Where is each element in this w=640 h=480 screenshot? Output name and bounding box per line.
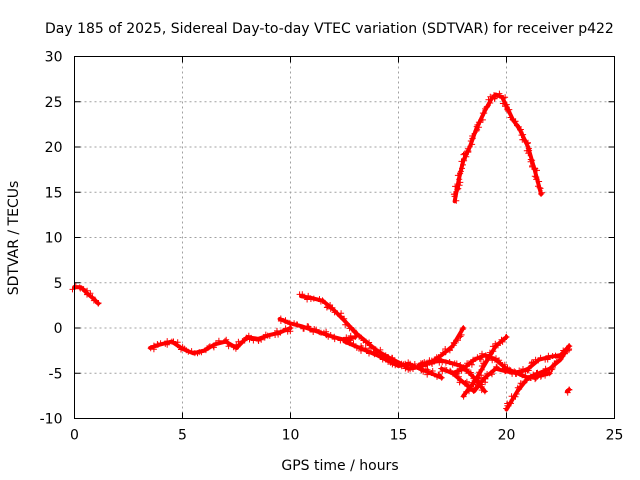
series-markers — [147, 325, 294, 357]
series-arc-13 — [450, 90, 545, 204]
x-tick-label: 10 — [282, 428, 300, 444]
series-arc-12 — [564, 386, 573, 396]
x-tick-label: 0 — [70, 428, 79, 444]
chart-title: Day 185 of 2025, Sidereal Day-to-day VTE… — [45, 21, 614, 37]
y-tick-label: 15 — [45, 185, 63, 201]
series-trace — [72, 285, 101, 306]
series-markers — [69, 282, 102, 307]
series-markers — [296, 291, 391, 360]
y-tick-label: 5 — [54, 276, 63, 292]
series-markers — [460, 334, 510, 400]
series-arc-4 — [296, 291, 391, 360]
x-tick-label: 25 — [606, 428, 624, 444]
axis-ticks: 0 5 10 15 20 25 -10 -5 0 5 10 15 20 25 30 — [40, 50, 624, 444]
x-tick-label: 20 — [498, 428, 516, 444]
series-markers — [564, 386, 573, 396]
series-markers — [503, 343, 573, 412]
x-tick-label: 15 — [390, 428, 408, 444]
y-tick-label: 25 — [45, 95, 63, 111]
series-trace — [452, 92, 544, 204]
y-tick-label: -5 — [49, 366, 63, 382]
y-tick-label: 30 — [45, 50, 63, 66]
series-markers — [450, 90, 545, 204]
series-arc-10 — [460, 334, 510, 400]
grid — [74, 56, 615, 419]
series-arc-2 — [147, 325, 294, 357]
data-series — [69, 90, 573, 412]
y-tick-label: 0 — [54, 321, 63, 337]
series-markers — [343, 338, 445, 381]
x-axis-label: GPS time / hours — [281, 458, 398, 474]
series-arc-5 — [342, 338, 445, 381]
y-tick-label: 10 — [45, 231, 63, 247]
y-tick-label: -10 — [40, 412, 63, 428]
series-arc-1 — [69, 282, 102, 307]
series-arc-11 — [503, 343, 573, 412]
y-axis-label: SDTVAR / TECUs — [6, 181, 22, 296]
x-tick-label: 5 — [178, 428, 187, 444]
y-tick-label: 20 — [45, 140, 63, 156]
